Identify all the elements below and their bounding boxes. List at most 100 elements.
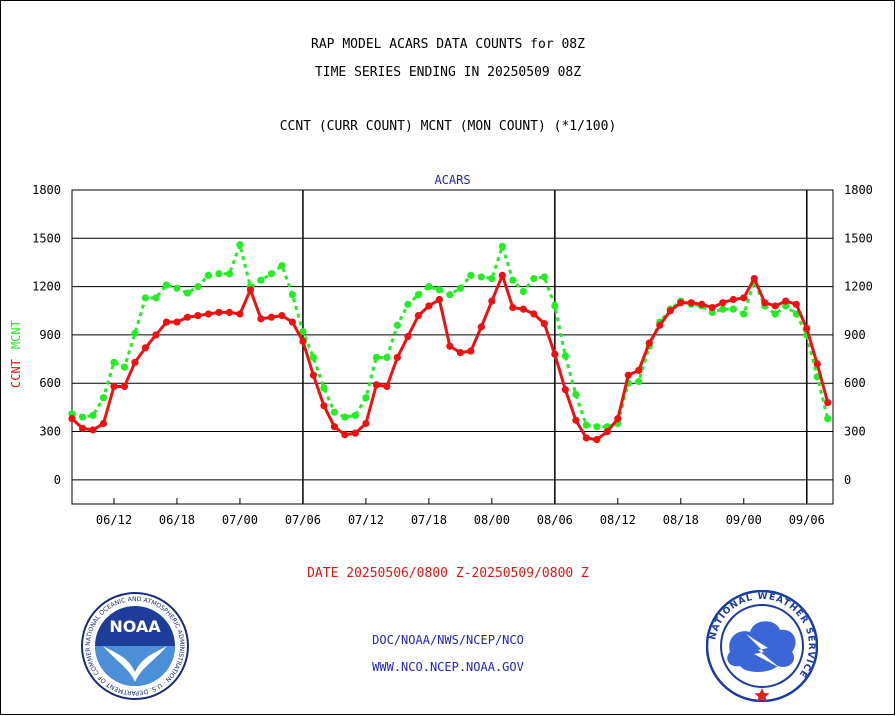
data-point-mcnt	[225, 270, 234, 278]
data-point-ccnt	[383, 382, 391, 391]
data-point-mcnt	[162, 281, 171, 289]
data-point-mcnt	[771, 310, 779, 318]
y-tick-label-right: 1200	[844, 280, 873, 294]
data-point-ccnt	[750, 274, 758, 283]
data-point-ccnt	[183, 313, 192, 321]
data-point-ccnt	[813, 360, 821, 368]
data-point-mcnt	[740, 310, 748, 318]
data-point-ccnt	[404, 332, 412, 341]
data-point-ccnt	[782, 297, 790, 305]
data-point-ccnt	[656, 321, 664, 329]
data-point-mcnt	[425, 283, 433, 291]
x-tick-label: 07/06	[285, 513, 321, 527]
y-axis-label-mcnt: MCNT	[9, 320, 23, 349]
data-point-ccnt	[309, 371, 318, 379]
data-point-ccnt	[267, 313, 276, 321]
data-point-ccnt	[330, 423, 339, 431]
data-point-mcnt	[362, 394, 370, 402]
data-point-mcnt	[383, 353, 391, 362]
x-tick-label: 07/18	[411, 513, 447, 527]
series-layer	[68, 241, 832, 444]
data-point-ccnt	[78, 424, 87, 432]
data-point-ccnt	[120, 382, 129, 391]
y-tick-label-right: 900	[844, 328, 866, 342]
data-point-mcnt	[393, 321, 401, 329]
data-point-ccnt	[792, 300, 800, 308]
data-point-ccnt	[446, 342, 454, 350]
data-point-ccnt	[467, 347, 475, 355]
chart-title-line2: TIME SERIES ENDING IN 20250509 08Z	[314, 65, 582, 80]
x-tick-label: 06/12	[96, 513, 132, 527]
data-point-ccnt	[152, 331, 160, 339]
label-layer: 1800 1800 1500 1500 1200 1200 900 900 600 600 300 3…	[9, 173, 873, 527]
grid-layer	[71, 189, 834, 505]
y-tick-label-right: 0	[844, 473, 851, 487]
data-point-ccnt	[593, 435, 601, 444]
data-point-ccnt	[393, 353, 401, 362]
y-tick-label-left: 0	[54, 473, 61, 487]
data-point-mcnt	[488, 274, 496, 283]
data-point-mcnt	[435, 286, 443, 294]
data-point-ccnt	[288, 318, 297, 326]
data-point-ccnt	[572, 416, 580, 424]
data-point-mcnt	[593, 423, 601, 431]
y-axis-label-ccnt: CCNT	[9, 359, 23, 388]
noaa-logo-text: NOAA	[109, 617, 161, 636]
data-point-mcnt	[509, 276, 517, 284]
data-point-ccnt	[225, 308, 234, 316]
data-point-ccnt	[351, 429, 360, 437]
x-tick-label: 08/00	[474, 513, 510, 527]
org-line: DOC/NOAA/NWS/NCEP/NCO	[372, 633, 524, 647]
data-point-mcnt	[498, 242, 506, 250]
data-point-mcnt	[78, 413, 87, 421]
data-point-ccnt	[362, 419, 370, 428]
noaa-bird-icon	[103, 646, 167, 682]
y-tick-label-right: 600	[844, 376, 866, 390]
y-tick-label-left: 1500	[32, 231, 61, 245]
y-tick-label-right: 300	[844, 425, 866, 439]
data-point-mcnt	[288, 291, 297, 299]
data-point-mcnt	[309, 353, 318, 362]
data-point-mcnt	[99, 394, 108, 402]
data-point-mcnt	[120, 363, 129, 371]
data-point-ccnt	[677, 299, 685, 307]
data-point-mcnt	[257, 276, 265, 284]
data-point-mcnt	[824, 415, 832, 423]
website-link[interactable]: WWW.NCO.NCEP.NOAA.GOV	[372, 660, 524, 674]
y-axis-label: CCNT MCNT	[9, 320, 23, 388]
data-point-ccnt	[624, 371, 632, 379]
data-point-ccnt	[477, 323, 485, 331]
data-point-ccnt	[456, 349, 464, 357]
data-point-mcnt	[404, 300, 412, 308]
data-point-ccnt	[236, 310, 244, 318]
data-point-ccnt	[740, 294, 748, 302]
data-point-ccnt	[299, 337, 307, 345]
data-point-mcnt	[194, 283, 202, 291]
data-point-ccnt	[729, 295, 737, 304]
nws-star-icon	[754, 688, 770, 702]
x-tick-label: 09/06	[789, 513, 825, 527]
data-point-ccnt	[561, 386, 569, 394]
data-point-mcnt	[341, 413, 349, 421]
data-point-mcnt	[173, 284, 181, 292]
noaa-logo: NOAA NATIONAL OCEANIC AND ATMOSPHERIC AD…	[81, 592, 189, 700]
data-point-ccnt	[603, 427, 611, 436]
data-point-mcnt	[519, 287, 527, 296]
data-point-ccnt	[530, 310, 538, 318]
y-tick-label-right: 1800	[844, 183, 873, 197]
data-point-mcnt	[131, 329, 139, 337]
data-point-mcnt	[89, 411, 97, 420]
data-point-mcnt	[446, 291, 454, 299]
data-point-mcnt	[551, 302, 559, 310]
data-point-ccnt	[131, 358, 139, 366]
chart-subtitle: CCNT (CURR COUNT) MCNT (MON COUNT) (*1/1…	[279, 119, 617, 134]
data-point-ccnt	[173, 318, 181, 326]
data-point-mcnt	[719, 305, 727, 313]
y-tick-label-left: 1800	[32, 183, 61, 197]
data-point-mcnt	[635, 378, 643, 386]
nws-lightning-icon	[746, 634, 780, 668]
data-point-mcnt	[729, 305, 737, 313]
